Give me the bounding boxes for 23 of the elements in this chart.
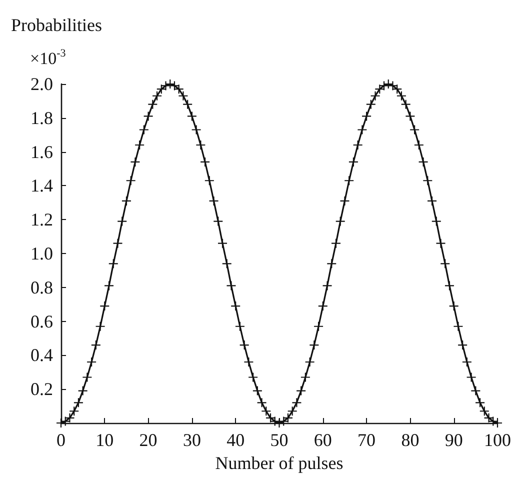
x-tick-label: 70 xyxy=(358,430,376,450)
x-tick-label: 100 xyxy=(484,430,511,450)
y-tick-label: 1.6 xyxy=(30,142,53,162)
y-tick-label: 0.8 xyxy=(30,277,53,298)
y-tick-label: 0.4 xyxy=(30,345,53,366)
x-tick-label: 0 xyxy=(56,430,66,450)
x-tick-label: 80 xyxy=(401,430,420,450)
y-axis-title: Probabilities xyxy=(11,15,102,35)
y-tick-label: 1.2 xyxy=(30,210,53,230)
x-tick-label: 50 xyxy=(270,430,288,450)
x-tick-label: 30 xyxy=(182,430,201,450)
x-axis-title: Number of pulses xyxy=(215,452,344,473)
x-tick-label: 90 xyxy=(444,430,463,450)
x-tick-label: 40 xyxy=(226,430,245,450)
y-tick-label: 1.8 xyxy=(30,108,53,128)
y-tick-label: 1.0 xyxy=(30,244,53,264)
y-tick-label: 0.6 xyxy=(30,311,53,332)
x-tick-label: 60 xyxy=(314,430,332,450)
y-tick-label: 2.0 xyxy=(30,74,53,94)
x-tick-label: 20 xyxy=(139,430,158,450)
y-tick-label: 0.2 xyxy=(30,379,53,400)
y-tick-label: 1.4 xyxy=(30,176,53,196)
x-tick-label: 10 xyxy=(96,430,114,450)
